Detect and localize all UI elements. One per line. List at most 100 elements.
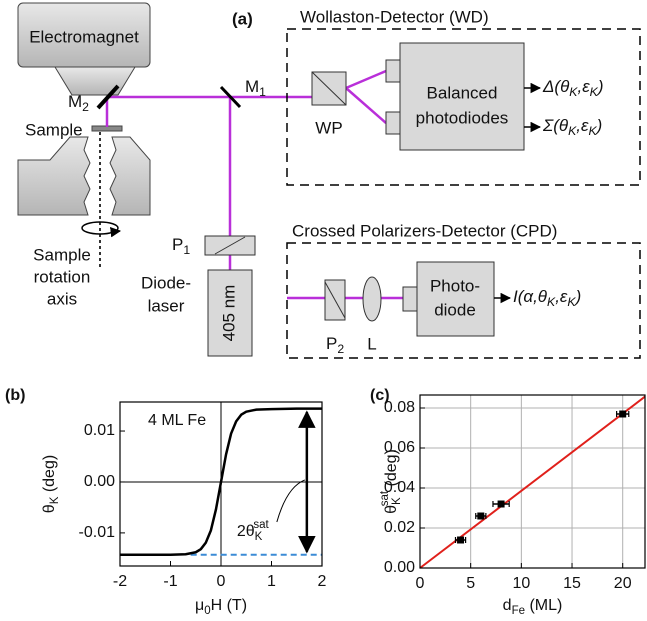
diode-laser (207, 269, 253, 357)
text-part: ,ε (577, 77, 590, 96)
upper-pole (54, 66, 136, 96)
x-axis-label: dFe (ML) (503, 597, 563, 617)
y-axis-label: θK (deg) (41, 455, 61, 513)
y-tick-label: 0.01 (84, 422, 115, 439)
mirror-m1 (219, 85, 242, 109)
rotation-axis-label: axis (47, 289, 77, 308)
text-part: d (503, 597, 512, 614)
x-tick-label: -2 (113, 573, 127, 590)
annotation: 4 ML Fe (148, 412, 206, 429)
x-tick-label: 2 (318, 573, 327, 590)
detector-label: diode (434, 300, 476, 319)
y-axis-label: θKsat (deg) (379, 449, 403, 514)
y-tick-label: 0.02 (384, 519, 415, 536)
text-part: K (567, 295, 576, 309)
text-part: I(α,θ (513, 287, 548, 306)
text-part: (ML) (525, 597, 562, 614)
text-part: (deg) (41, 455, 58, 497)
fit-line (419, 395, 646, 569)
text-part: Fe (512, 605, 525, 617)
text-part: K (49, 496, 61, 504)
data-point (457, 536, 465, 544)
polarizer-axis (214, 236, 246, 255)
text-part: K (590, 85, 599, 99)
text-part: θ (41, 504, 58, 513)
data-point (477, 512, 485, 520)
y-tick-label: 0.00 (384, 559, 415, 576)
text-part: K (547, 295, 556, 309)
laser-label: laser (148, 296, 185, 315)
data-line (120, 407, 322, 557)
photodiode-window (385, 59, 401, 83)
text-part: ,ε (576, 116, 589, 135)
y-tick-label: 0.08 (384, 399, 415, 416)
panel-label: (c) (370, 387, 390, 404)
text-part: 2θ (237, 523, 255, 540)
x-tick-label: 20 (614, 575, 632, 592)
y-tick-label: 0.04 (384, 479, 415, 496)
laser-beams (105, 69, 403, 300)
m1-label: M1 (245, 77, 266, 99)
wd-output: Δ(θK,εK) (542, 77, 604, 99)
wd-title: Wollaston-Detector (WD) (300, 7, 489, 26)
data-point (497, 500, 505, 508)
text-part: M (245, 77, 259, 96)
mirror-m2 (96, 84, 120, 110)
detector-label: Photo- (430, 276, 480, 295)
text-part: 2 (82, 100, 89, 114)
cpd-box (286, 242, 641, 359)
prism-interface (311, 71, 347, 106)
y-tick-label: 0.00 (84, 473, 115, 490)
rotation-arrow-head (109, 226, 122, 238)
text-part: P (326, 334, 337, 353)
text-part: 1 (259, 85, 266, 99)
lower-pole-right (109, 136, 151, 216)
x-tick-label: 15 (563, 575, 581, 592)
text-part: Δ(θ (542, 77, 570, 96)
saturation-label: 2θKsat (237, 519, 270, 543)
text-part: Σ(θ (542, 116, 569, 135)
panel-label: (a) (232, 9, 253, 28)
plot-frame (419, 394, 646, 569)
electromagnet-label: Electromagnet (29, 27, 139, 46)
wp-label: WP (315, 118, 342, 137)
cpd-output: I(α,θK,εK) (513, 287, 581, 309)
text-part: μ (195, 597, 204, 614)
text-part: ) (574, 287, 582, 306)
text-part: P (172, 235, 183, 254)
y-tick-label: -0.01 (79, 524, 116, 541)
text-part: H (T) (211, 597, 247, 614)
y-tick-label: 0.06 (384, 439, 415, 456)
detector-label: Balanced (427, 83, 498, 102)
balanced-photodiodes (399, 42, 525, 151)
text-part: sat (379, 490, 391, 506)
setup-diagram: Electromagnet M 2 M1 Sample Sample rotati… (17, 2, 641, 359)
lower-pole-left (17, 136, 91, 216)
text-part: K (391, 497, 403, 505)
detector-label: photodiodes (416, 108, 509, 127)
x-tick-label: -1 (163, 573, 177, 590)
text-part: sat (253, 519, 269, 531)
x-tick-label: 0 (416, 575, 425, 592)
sample-label: Sample (25, 120, 83, 139)
x-tick-label: 10 (512, 575, 530, 592)
plot-frame (119, 401, 323, 567)
photodiode-window (402, 286, 418, 312)
panel-label: (b) (5, 387, 25, 404)
rotation-axis-label: Sample (33, 245, 91, 264)
wd-output: Σ(θK,εK) (542, 116, 602, 138)
p2-label: P2 (326, 334, 344, 356)
text-part: ) (595, 116, 603, 135)
lens (362, 276, 382, 322)
text-part: K (588, 124, 597, 138)
p1-label: P1 (172, 235, 190, 257)
data-point (619, 410, 627, 418)
lens-label: L (367, 334, 376, 353)
photodiode (416, 261, 495, 337)
text-part: (deg) (383, 449, 400, 491)
x-axis-label: μ0H (T) (195, 597, 247, 617)
text-part: K (255, 531, 263, 543)
text-part: 2 (337, 342, 344, 356)
rotation-axis-label: rotation (34, 267, 91, 286)
